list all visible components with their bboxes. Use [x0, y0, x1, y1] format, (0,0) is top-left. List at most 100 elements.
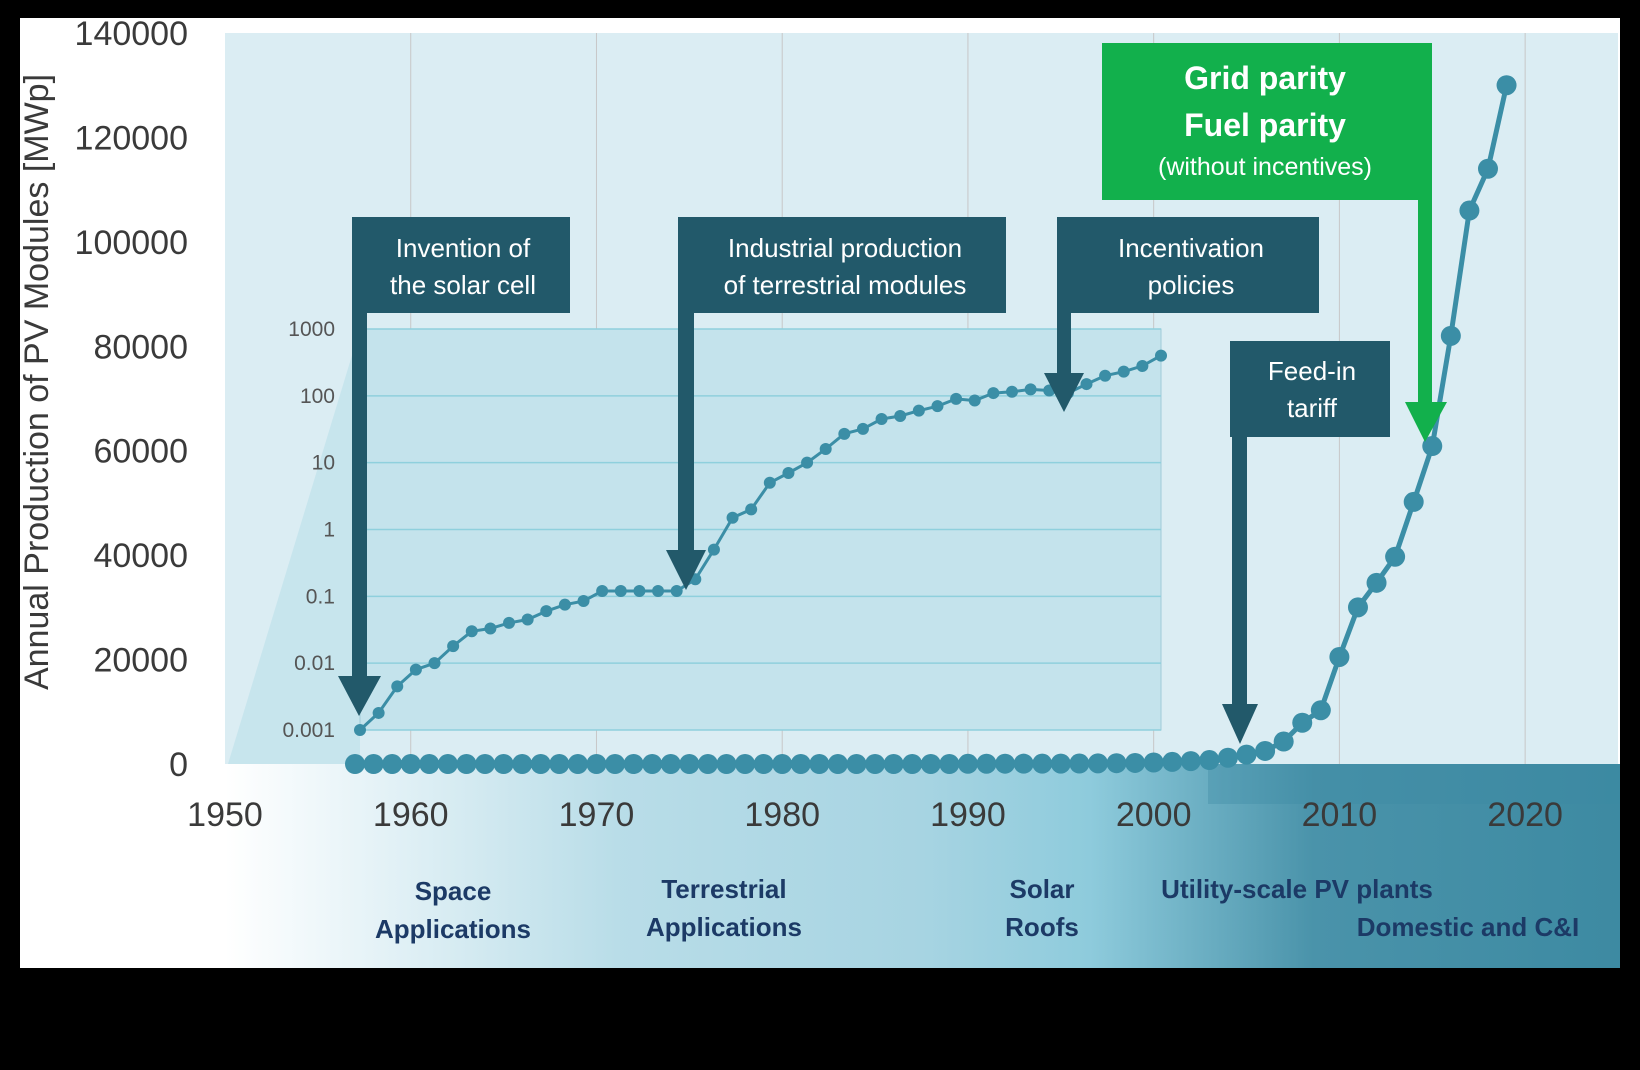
callout-incentivation: Incentivation policies [1044, 217, 1319, 412]
inset-data-point [503, 616, 516, 629]
main-data-point [1347, 597, 1368, 618]
inset-data-point [745, 503, 758, 516]
arrow-invention-icon [338, 313, 381, 716]
inset-data-point [596, 585, 609, 598]
era-utility: Utility-scale PV plants [1161, 874, 1433, 904]
main-data-point [437, 754, 458, 774]
main-data-point [865, 754, 886, 774]
main-data-point [642, 754, 663, 774]
main-data-point [902, 754, 923, 774]
inset-data-point [801, 456, 814, 469]
main-data-point [1162, 751, 1183, 772]
callout-feedin: Feed-in tariff [1222, 341, 1390, 744]
x-tick-label: 1950 [187, 796, 263, 834]
inset-data-point [894, 409, 907, 422]
inset-y-tick-label: 1000 [288, 318, 335, 341]
main-data-point [883, 754, 904, 774]
main-data-point [1310, 700, 1331, 721]
inset-data-point [819, 443, 832, 456]
arrow-feedin-icon [1222, 437, 1258, 744]
main-data-point [1403, 491, 1424, 512]
callout-feedin-box [1230, 341, 1390, 437]
y-tick-label: 100000 [75, 224, 188, 262]
y-tick-label: 40000 [93, 537, 188, 575]
inset-data-point [931, 400, 944, 413]
main-data-point [1180, 751, 1201, 772]
main-data-point [1217, 747, 1238, 768]
main-data-point [1273, 731, 1294, 752]
inset-data-point [614, 585, 627, 598]
callout-invention-line2: the solar cell [390, 270, 536, 300]
main-data-point [400, 754, 421, 774]
main-data-point [475, 754, 496, 774]
main-data-point [976, 753, 997, 774]
main-data-point [809, 754, 830, 774]
y-axis-label: Annual Production of PV Modules [MWp] [18, 74, 56, 690]
main-data-point [827, 754, 848, 774]
main-data-point [735, 754, 756, 774]
callout-incentivation-line1: Incentivation [1118, 233, 1264, 263]
arrow-industrial-icon [666, 313, 706, 590]
inset-data-point [838, 427, 851, 440]
era-band [225, 764, 1620, 968]
x-tick-label: 1990 [930, 796, 1006, 834]
arrow-incentivation-icon [1044, 313, 1084, 412]
y-tick-label: 120000 [75, 119, 188, 157]
inset-y-tick-label: 1 [323, 519, 335, 542]
main-data-point [363, 754, 384, 774]
main-data-point [1459, 200, 1480, 221]
inset-y-tick-label: 100 [300, 385, 335, 408]
inset-data-point [521, 613, 534, 626]
main-data-point [1496, 75, 1517, 96]
main-data-point [679, 754, 700, 774]
y-tick-label: 20000 [93, 642, 188, 680]
era-roofs-line1: Solar [1009, 874, 1074, 904]
y-tick-label: 60000 [93, 433, 188, 471]
inset-data-point [782, 467, 795, 480]
main-data-point [753, 754, 774, 774]
main-data-point [1106, 753, 1127, 774]
inset-data-point [391, 680, 404, 693]
inset-y-tick-label: 0.1 [306, 585, 335, 608]
inset-data-point [763, 476, 776, 489]
inset-data-point [1117, 365, 1130, 378]
callout-industrial-box [678, 217, 1006, 313]
main-data-point [772, 754, 793, 774]
main-data-point [1013, 753, 1034, 774]
main-data-point [716, 754, 737, 774]
inset-data-point [652, 585, 665, 598]
x-tick-label: 2020 [1487, 796, 1563, 834]
inset-data-point [1099, 369, 1112, 382]
main-data-point [1366, 572, 1387, 593]
main-data-point [345, 754, 366, 774]
main-data-point [1199, 750, 1220, 771]
main-data-point [1255, 740, 1276, 761]
arrow-parity-icon [1405, 200, 1447, 442]
main-data-point [1125, 752, 1146, 773]
main-series [345, 75, 1517, 774]
main-data-point [846, 754, 867, 774]
inset-data-point [950, 392, 963, 405]
inset-data-point [577, 595, 590, 608]
main-data-point [605, 754, 626, 774]
era-roofs-line2: Roofs [1005, 912, 1079, 942]
main-data-point [512, 754, 533, 774]
main-data-point [697, 754, 718, 774]
y-tick-label: 140000 [75, 15, 188, 53]
main-data-point [1385, 546, 1406, 567]
inset-data-point [428, 657, 441, 670]
callout-feedin-line2: tariff [1287, 393, 1338, 423]
callout-parity-line3: (without incentives) [1158, 153, 1372, 181]
inset-data-point [540, 605, 553, 618]
x-tick-label: 2000 [1116, 796, 1192, 834]
era-terrestrial-line1: Terrestrial [661, 874, 786, 904]
main-data-point [1440, 325, 1461, 346]
inset-data-point [1155, 349, 1167, 362]
main-data-point [419, 754, 440, 774]
x-tick-label: 1970 [559, 796, 635, 834]
main-data-point [1032, 753, 1053, 774]
x-tick-label: 2010 [1302, 796, 1378, 834]
inset-data-point [558, 598, 571, 611]
main-data-point [530, 754, 551, 774]
callout-industrial-line2: of terrestrial modules [724, 270, 967, 300]
